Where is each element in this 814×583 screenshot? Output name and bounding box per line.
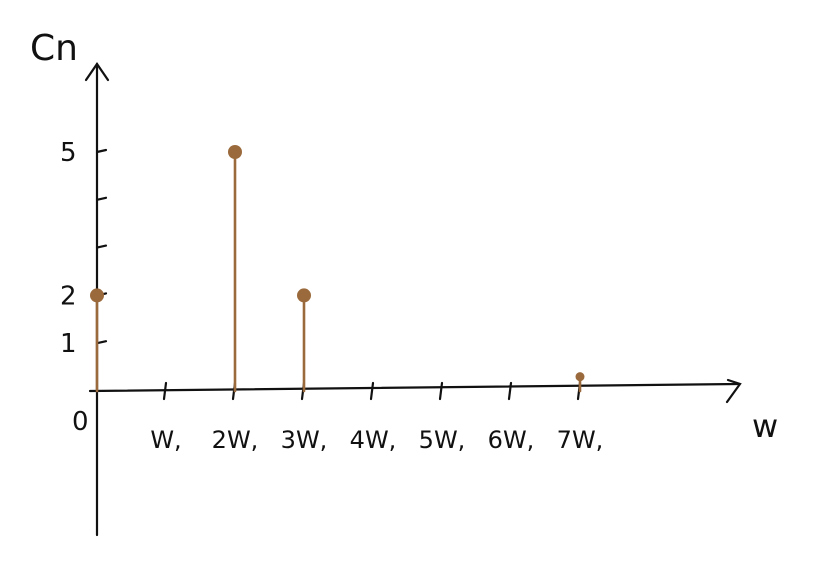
x-tick-label: 4W, (350, 426, 397, 454)
x-tick-label: W, (150, 426, 181, 454)
x-tick-mark (369, 381, 375, 401)
x-axis-label: w (752, 407, 778, 445)
x-tick-mark (162, 381, 168, 401)
x-tick-label: 2W, (212, 426, 259, 454)
stem-group (90, 145, 585, 393)
y-tick-label: 2 (60, 281, 77, 311)
x-tick-mark (438, 381, 444, 401)
tick-group: W, 2W, 3W, 4W, 5W, 6W, 7W, 1 2 5 (60, 138, 603, 454)
x-tick-label: 3W, (281, 426, 328, 454)
x-tick-label: 5W, (419, 426, 466, 454)
x-tick-mark (507, 381, 513, 401)
x-axis (88, 382, 740, 393)
x-tick-label: 7W, (557, 426, 604, 454)
stem-marker (297, 288, 311, 303)
y-tick-mark (95, 148, 108, 154)
y-tick-mark (95, 196, 108, 201)
stem-marker (575, 372, 585, 382)
x-axis-arrowhead (725, 378, 742, 404)
y-tick-label: 1 (60, 329, 77, 359)
y-tick-mark (95, 244, 108, 249)
origin-label: 0 (72, 407, 89, 437)
y-axis-label: Cn (30, 28, 78, 69)
y-tick-mark (95, 340, 108, 345)
stem-marker (90, 288, 104, 303)
y-tick-label: 5 (60, 138, 77, 168)
stem-marker (228, 145, 242, 159)
y-axis-arrowhead (84, 62, 110, 82)
x-tick-label: 6W, (488, 426, 535, 454)
